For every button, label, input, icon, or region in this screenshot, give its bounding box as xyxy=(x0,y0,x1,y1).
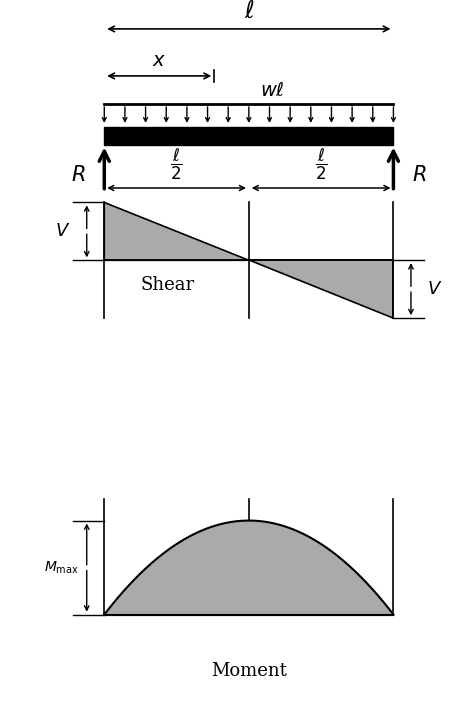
Text: $\dfrac{\ell}{2}$: $\dfrac{\ell}{2}$ xyxy=(315,147,328,182)
Polygon shape xyxy=(104,202,249,260)
Text: $x$: $x$ xyxy=(152,52,166,70)
Text: $w\ell$: $w\ell$ xyxy=(260,81,285,100)
Text: Shear: Shear xyxy=(140,276,194,294)
Text: $\dfrac{\ell}{2}$: $\dfrac{\ell}{2}$ xyxy=(170,147,183,182)
Text: $V$: $V$ xyxy=(427,281,442,298)
Text: Moment: Moment xyxy=(211,662,287,680)
Text: $R$: $R$ xyxy=(412,165,427,185)
Polygon shape xyxy=(249,260,393,318)
Text: $\ell$: $\ell$ xyxy=(244,0,254,23)
Text: $M_{\mathrm{max}}$: $M_{\mathrm{max}}$ xyxy=(44,560,79,576)
Text: $R$: $R$ xyxy=(71,165,85,185)
Text: $V$: $V$ xyxy=(55,223,71,240)
